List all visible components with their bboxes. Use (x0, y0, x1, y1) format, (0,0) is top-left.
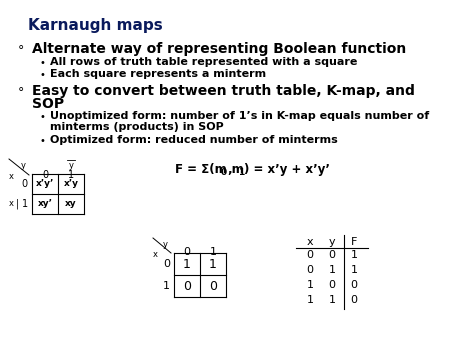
Text: |: | (16, 199, 19, 209)
Text: 0: 0 (163, 259, 170, 269)
Text: 0: 0 (22, 179, 28, 189)
Text: All rows of truth table represented with a square: All rows of truth table represented with… (50, 57, 357, 67)
Text: Optimized form: reduced number of minterms: Optimized form: reduced number of minter… (50, 135, 338, 145)
Text: x’y: x’y (64, 180, 79, 189)
Text: 0: 0 (328, 250, 336, 260)
Text: 1: 1 (307, 295, 313, 305)
Text: °: ° (18, 44, 24, 57)
Text: •: • (40, 58, 46, 68)
Text: y: y (163, 240, 168, 249)
Text: Easy to convert between truth table, K-map, and: Easy to convert between truth table, K-m… (32, 84, 415, 98)
Text: 1: 1 (163, 281, 170, 291)
Text: 0: 0 (307, 250, 313, 260)
Text: y: y (21, 161, 26, 170)
Text: 0: 0 (350, 280, 357, 290)
Text: x: x (153, 250, 158, 259)
Text: F = Σ(m: F = Σ(m (175, 163, 227, 176)
Text: 1: 1 (350, 265, 357, 275)
Text: Unoptimized form: number of 1’s in K-map equals number of: Unoptimized form: number of 1’s in K-map… (50, 111, 429, 121)
Text: 0: 0 (307, 265, 313, 275)
Text: y: y (69, 161, 73, 170)
Text: 0: 0 (350, 295, 357, 305)
Text: 1: 1 (210, 247, 217, 257)
Text: 0: 0 (221, 168, 227, 177)
Text: x’y’: x’y’ (36, 180, 54, 189)
Text: x: x (9, 172, 14, 181)
Text: 1: 1 (209, 257, 217, 271)
Text: 1: 1 (183, 257, 191, 271)
Text: •: • (40, 112, 46, 122)
Text: 1: 1 (328, 265, 336, 275)
Text: F: F (351, 237, 357, 247)
Text: ) = x’y + x’y’: ) = x’y + x’y’ (244, 163, 330, 176)
Text: xy: xy (65, 200, 77, 208)
Text: y: y (328, 237, 335, 247)
Text: Alternate way of representing Boolean function: Alternate way of representing Boolean fu… (32, 42, 406, 56)
Text: Each square represents a minterm: Each square represents a minterm (50, 69, 266, 79)
Text: °: ° (18, 86, 24, 99)
Text: minterms (products) in SOP: minterms (products) in SOP (50, 122, 224, 132)
Text: 1: 1 (22, 199, 28, 209)
Text: 1: 1 (307, 280, 313, 290)
Text: 0: 0 (183, 247, 191, 257)
Text: •: • (40, 70, 46, 80)
Text: 0: 0 (42, 170, 48, 180)
Text: x: x (9, 200, 14, 208)
Text: 1: 1 (328, 295, 336, 305)
Text: 1: 1 (68, 170, 74, 180)
Text: xy’: xy’ (37, 200, 53, 208)
Text: 0: 0 (328, 280, 336, 290)
Text: 0: 0 (209, 279, 217, 293)
Text: 0: 0 (183, 279, 191, 293)
Text: ,m: ,m (227, 163, 244, 176)
Text: 1: 1 (238, 168, 244, 177)
Text: Karnaugh maps: Karnaugh maps (28, 18, 163, 33)
Text: SOP: SOP (32, 97, 64, 111)
Text: 1: 1 (350, 250, 357, 260)
Text: •: • (40, 136, 46, 146)
Text: x: x (307, 237, 313, 247)
